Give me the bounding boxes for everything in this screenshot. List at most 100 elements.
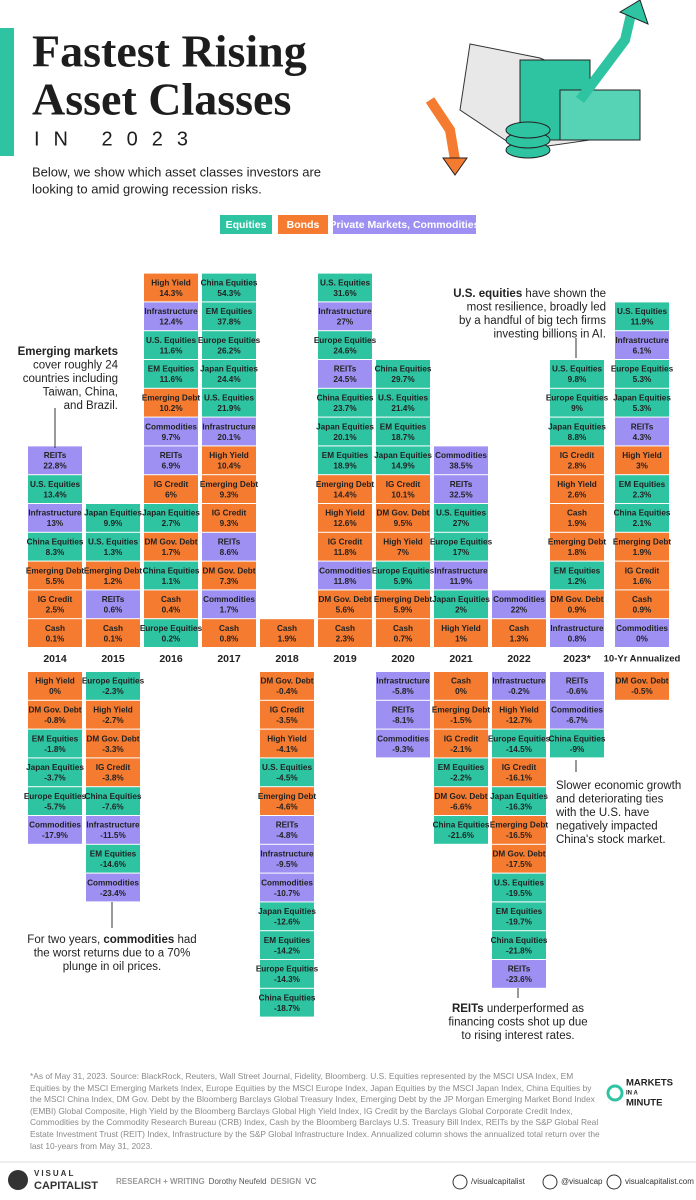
cell-name: EM Equities xyxy=(32,734,79,743)
cell-name: REITs xyxy=(450,480,473,489)
cell-name: Emerging Debt xyxy=(142,393,201,402)
cell xyxy=(492,787,546,815)
cell xyxy=(492,816,546,844)
cell-value: 14.4% xyxy=(333,490,357,499)
cell-value: 2% xyxy=(455,606,468,615)
cell-name: Infrastructure xyxy=(492,677,546,686)
cell-name: Japan Equities xyxy=(26,763,84,772)
cell xyxy=(144,273,198,302)
cell xyxy=(260,816,314,844)
cell-name: IG Credit xyxy=(270,705,305,714)
cell-name: Infrastructure xyxy=(318,307,372,316)
legend-label: Private Markets, Commodities xyxy=(330,219,480,231)
annotation-span: Slower economic growth xyxy=(556,780,681,792)
annotation: Slower economic growth xyxy=(556,780,681,792)
cell-value: 18.7% xyxy=(391,433,415,442)
cell xyxy=(615,532,669,561)
cell-value: -9.5% xyxy=(276,860,298,869)
cell xyxy=(550,388,604,417)
cell-value: 0.1% xyxy=(104,634,123,643)
cell xyxy=(86,816,140,844)
cell xyxy=(86,619,140,647)
cell xyxy=(28,700,82,729)
cell xyxy=(492,672,546,700)
annotation: negatively impacted xyxy=(556,821,658,833)
cell-name: IG Credit xyxy=(560,451,595,460)
annotation-span: countries including xyxy=(23,373,118,385)
cell-name: DM Gov. Debt xyxy=(318,595,371,604)
brand-logo xyxy=(8,1170,28,1190)
cell-name: U.S. Equities xyxy=(88,537,138,546)
title-year: IN 2023 xyxy=(34,128,202,150)
cell xyxy=(615,672,669,700)
cell xyxy=(550,590,604,619)
cell-name: REITs xyxy=(508,965,531,974)
cell-name: DM Gov. Debt xyxy=(202,566,255,575)
credit: DESIGN xyxy=(270,1177,301,1186)
cell-value: 21.4% xyxy=(391,404,415,413)
cell xyxy=(28,816,82,844)
cell-name: Cash xyxy=(509,624,529,633)
year-label: 2014 xyxy=(43,653,67,665)
year-label: 2016 xyxy=(159,653,183,665)
cell xyxy=(202,360,256,388)
cell-value: -17.9% xyxy=(42,831,69,840)
cell xyxy=(376,700,430,729)
cell-value: 1.2% xyxy=(568,577,587,586)
cell xyxy=(86,590,140,619)
year-label: 2020 xyxy=(391,653,415,665)
cell-value: 17% xyxy=(453,548,470,557)
cell-name: Emerging Debt xyxy=(26,566,85,575)
cell-value: 9% xyxy=(571,404,584,413)
cell-name: IG Credit xyxy=(154,480,189,489)
cell xyxy=(144,590,198,619)
cell-name: EM Equities xyxy=(264,936,311,945)
cell-name: Infrastructure xyxy=(376,677,430,686)
cell xyxy=(260,931,314,959)
cell-name: High Yield xyxy=(557,480,597,489)
cell-value: 9.7% xyxy=(162,433,181,442)
cell-value: 10.2% xyxy=(159,404,183,413)
annotation-span: U.S. equities xyxy=(453,288,522,300)
cell-name: China Equities xyxy=(317,393,374,402)
cell-name: REITs xyxy=(218,537,241,546)
cell-value: 13% xyxy=(47,519,64,528)
cell-name: Japan Equities xyxy=(548,422,606,431)
cell-name: Europe Equities xyxy=(611,365,674,374)
cell-value: 11.8% xyxy=(334,548,357,557)
cell-name: DM Gov. Debt xyxy=(144,537,197,546)
cell xyxy=(202,388,256,417)
cell-name: China Equities xyxy=(433,821,490,830)
cell xyxy=(550,446,604,475)
annotation-span: China's stock market. xyxy=(556,834,666,846)
cell-name: Japan Equities xyxy=(432,595,490,604)
legend-label: Equities xyxy=(226,219,267,231)
cell-name: Emerging Debt xyxy=(613,537,672,546)
cell-value: -14.6% xyxy=(100,860,127,869)
footnote: *As of May 31, 2023. Source: BlackRock, … xyxy=(30,1071,600,1151)
cell xyxy=(86,729,140,758)
annotation: plunge in oil prices. xyxy=(63,961,161,973)
annotation: financing costs shot up due xyxy=(448,1017,587,1029)
annotation-span: by a handful of big tech firms xyxy=(459,315,606,327)
cell xyxy=(615,417,669,446)
annotation-span: Taiwan, China, xyxy=(43,387,118,399)
cell-value: 1.3% xyxy=(510,634,529,643)
cell-name: Emerging Debt xyxy=(84,566,143,575)
cell-name: DM Gov. Debt xyxy=(434,792,487,801)
cell-value: -1.5% xyxy=(450,716,472,725)
subtitle: looking to amid growing recession risks. xyxy=(32,181,262,196)
cell xyxy=(434,816,488,844)
cell-name: Commodities xyxy=(261,878,313,887)
cell xyxy=(260,758,314,787)
cell xyxy=(86,532,140,561)
annotation: cover roughly 24 xyxy=(33,360,119,372)
credits: RESEARCH + WRITING Dorothy Neufeld DESIGN V… xyxy=(116,1177,316,1186)
cell xyxy=(86,844,140,873)
cell xyxy=(376,446,430,475)
cell-name: IG Credit xyxy=(328,537,363,546)
cell xyxy=(492,700,546,729)
cell xyxy=(434,758,488,787)
year-label: 2018 xyxy=(275,653,299,665)
cell-name: Emerging Debt xyxy=(490,821,549,830)
